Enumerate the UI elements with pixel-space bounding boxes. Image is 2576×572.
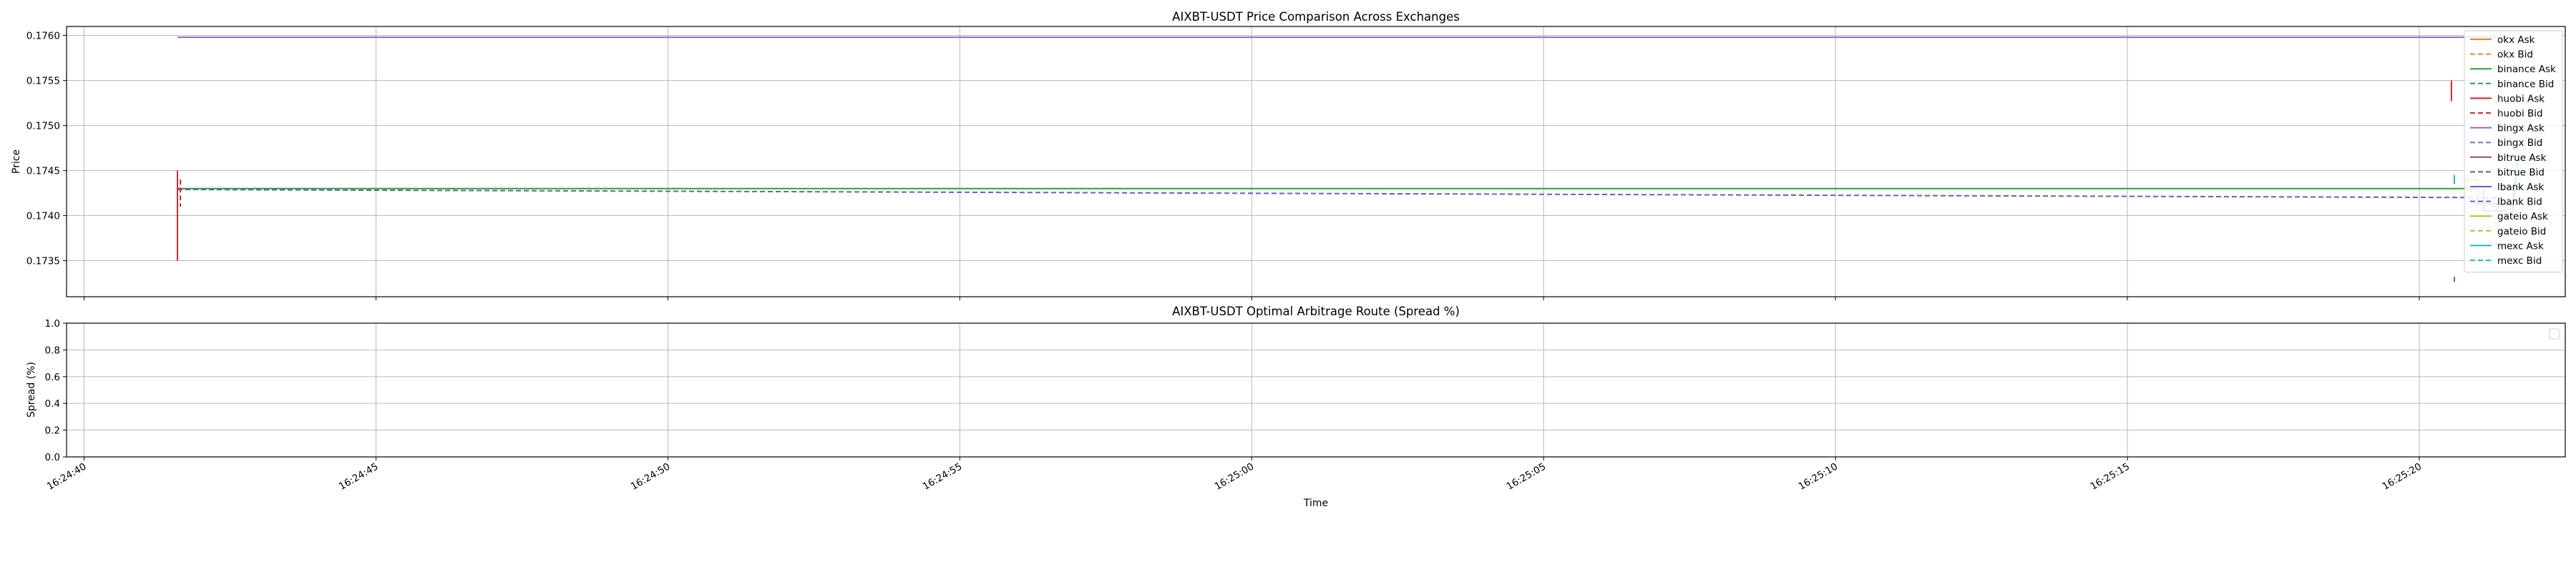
spread-x-ticks: 16:24:40 16:24:45 16:24:50 16:24:55 16:25:00… (45, 457, 2424, 493)
spread-x-tick-label: 16:24:55 (921, 461, 965, 493)
spread-y-axis-label: Spread (%) (26, 362, 37, 418)
series-line-lbank-bid (177, 189, 2502, 199)
price-plot-frame (66, 26, 2566, 297)
spread-x-tick-label: 16:24:50 (629, 461, 673, 493)
legend-label-huobi-ask: huobi Ask (2497, 93, 2545, 104)
legend-label-bingx-ask: bingx Ask (2497, 123, 2545, 134)
price-y-tick-label: 0.1760 (26, 31, 60, 42)
legend-label-binance-bid: binance Bid (2497, 79, 2554, 90)
price-lines (177, 36, 2519, 284)
price-grid (67, 26, 2565, 297)
spread-chart: 0.00.20.40.60.81.0 16:24:40 16:24:45 16:24… (26, 305, 2566, 509)
price-y-tick-label: 0.1735 (26, 256, 60, 267)
series-line-binance-ask (177, 152, 2519, 216)
spread-x-tick-label: 16:25:05 (1505, 461, 1548, 493)
spread-x-tick-label: 16:25:15 (2089, 461, 2132, 493)
legend-label-mexc-bid: mexc Bid (2497, 255, 2542, 267)
spread-y-tick-label: 0.6 (45, 372, 60, 383)
x-axis-label: Time (1303, 498, 1328, 509)
legend-label-okx-ask: okx Ask (2497, 34, 2535, 46)
legend-box (2464, 30, 2563, 273)
price-chart-title: AIXBT-USDT Price Comparison Across Excha… (1172, 10, 1460, 24)
legend-label-huobi-bid: huobi Bid (2497, 108, 2543, 119)
spread-x-tick-label: 16:25:00 (1213, 461, 1257, 493)
spread-y-tick-label: 1.0 (45, 318, 60, 330)
spread-y-ticks: 0.0 0.2 0.4 0.6 0.8 1.0 (45, 318, 67, 463)
price-y-axis-label: Price (11, 149, 22, 174)
legend-label-bitrue-bid: bitrue Bid (2497, 167, 2545, 178)
spread-y-tick-label: 0.8 (45, 345, 60, 356)
legend-label-binance-ask: binance Ask (2497, 64, 2556, 75)
price-x-ticks (83, 297, 2420, 300)
price-y-tick-label: 0.1745 (26, 166, 60, 177)
spread-y-tick-label: 0.4 (45, 398, 60, 410)
legend-label-bitrue-ask: bitrue Ask (2497, 152, 2547, 164)
legend-label-bingx-bid: bingx Bid (2497, 137, 2542, 149)
price-chart: 0.1735 0.1740 0.1745 0.1750 0.1755 0.1760 AIX… (11, 10, 2566, 300)
spread-x-tick-label: 16:25:10 (1797, 461, 1840, 493)
legend-label-gateio-bid: gateio Bid (2497, 226, 2546, 237)
spread-x-tick-label: 16:25:20 (2381, 461, 2424, 493)
price-y-tick-label: 0.1740 (26, 211, 60, 222)
legend-label-okx-bid: okx Bid (2497, 49, 2533, 61)
price-legend: okx Ask okx Bid binance Ask binance Bid huob… (2464, 30, 2563, 273)
spread-y-tick-label: 0.0 (45, 452, 60, 463)
spread-legend-box (2549, 328, 2560, 340)
legend-label-mexc-ask: mexc Ask (2497, 240, 2544, 252)
spread-chart-title: AIXBT-USDT Optimal Arbitrage Route (Spre… (1172, 305, 1460, 318)
price-y-ticks: 0.1735 0.1740 0.1745 0.1750 0.1755 0.1760 (26, 31, 67, 267)
price-y-tick-label: 0.1750 (26, 121, 60, 132)
legend-label-lbank-ask: lbank Ask (2497, 182, 2545, 193)
spread-x-tick-label: 16:24:45 (337, 461, 381, 493)
legend-label-gateio-ask: gateio Ask (2497, 211, 2548, 222)
spread-y-tick-label: 0.2 (45, 425, 60, 437)
price-y-tick-label: 0.1755 (26, 76, 60, 87)
spread-plot-frame (66, 322, 2566, 458)
legend-label-lbank-bid: lbank Bid (2497, 197, 2542, 208)
spread-x-tick-label: 16:24:40 (45, 461, 89, 493)
spread-grid (67, 322, 2565, 458)
